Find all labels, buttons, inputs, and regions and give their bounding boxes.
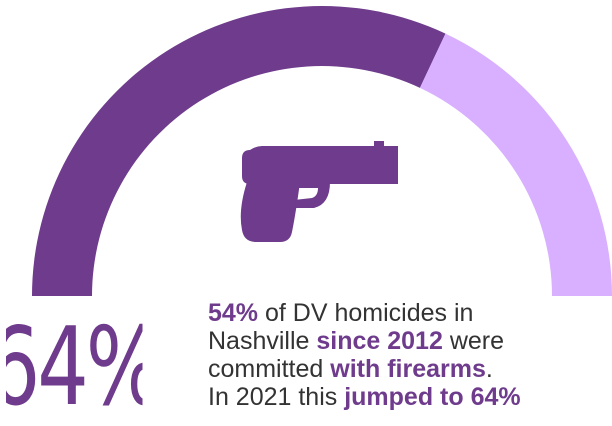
caption-text-segment: committed — [208, 355, 331, 383]
caption-text-segment: of DV homicides in — [258, 299, 474, 327]
caption-line-3: committed with firearms. — [208, 355, 608, 383]
caption-line-1: 54% of DV homicides in — [208, 299, 608, 327]
caption-text-segment: were — [442, 327, 505, 355]
gauge-chart — [32, 5, 612, 296]
caption-line-4: In 2021 this jumped to 64% — [208, 383, 608, 411]
handgun-icon — [240, 141, 398, 242]
caption-line-2: Nashville since 2012 were — [208, 327, 608, 355]
gauge-remaining-arc — [419, 33, 612, 296]
highlight-54-percent: 54% — [208, 299, 259, 327]
gauge-filled-arc — [32, 5, 446, 296]
highlight-since-2012: since 2012 — [316, 327, 443, 355]
big-percentage: 64% — [6, 312, 143, 424]
highlight-jumped-to-64: jumped to 64% — [344, 383, 521, 411]
caption-text: 54% of DV homicides in Nashville since 2… — [208, 299, 608, 411]
highlight-with-firearms: with firearms — [330, 355, 486, 383]
caption-text-segment: . — [485, 355, 493, 383]
caption-text-segment: In 2021 this — [208, 383, 345, 411]
caption-text-segment: Nashville — [208, 327, 317, 355]
